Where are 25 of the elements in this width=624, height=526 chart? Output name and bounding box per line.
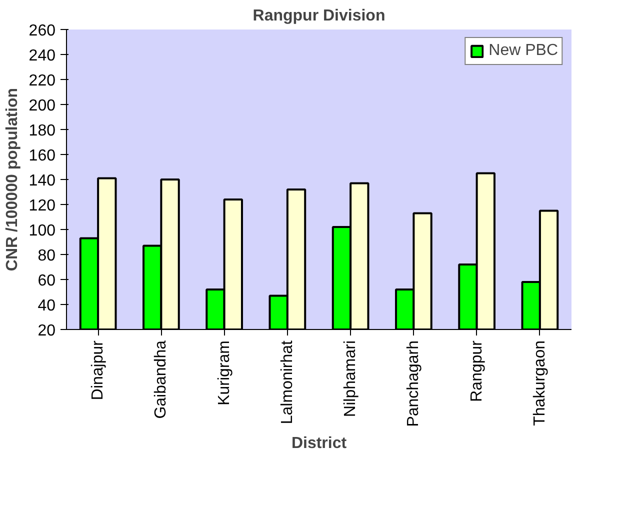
y-axis-title: CNR /100000 population [4, 88, 21, 272]
y-tick-label: 40 [38, 298, 56, 314]
x-tick-label: Dinajpur [90, 340, 107, 400]
y-tick-label: 160 [28, 148, 56, 164]
y-tick-label: 80 [38, 248, 56, 264]
y-tick-label: 200 [28, 98, 56, 114]
x-tick-label: Lalmonirhat [278, 340, 296, 424]
y-tick-label: 240 [28, 48, 56, 64]
x-tick-label: Thakurgaon [531, 340, 548, 426]
x-tick-label: Nilphamari [342, 340, 360, 417]
y-tick-label: 60 [38, 272, 56, 290]
y-tick-label: 180 [28, 122, 56, 140]
x-tick-label: Kurigram [216, 340, 233, 406]
y-tick-label: 260 [28, 22, 56, 40]
x-tick-label: Rangpur [468, 340, 486, 402]
y-tick-label: 20 [38, 322, 56, 340]
y-tick-label: 120 [28, 198, 56, 214]
x-tick-label: Gaibandha [152, 340, 170, 419]
x-axis-title: District [291, 434, 348, 452]
y-tick-label: 140 [28, 172, 56, 190]
y-tick-label: 100 [28, 222, 56, 240]
legend-label: New PBC [488, 42, 558, 60]
x-tick-label: Panchagarh [405, 340, 422, 427]
y-tick-label: 220 [28, 72, 56, 90]
chart-title: Rangpur Division [252, 8, 386, 24]
